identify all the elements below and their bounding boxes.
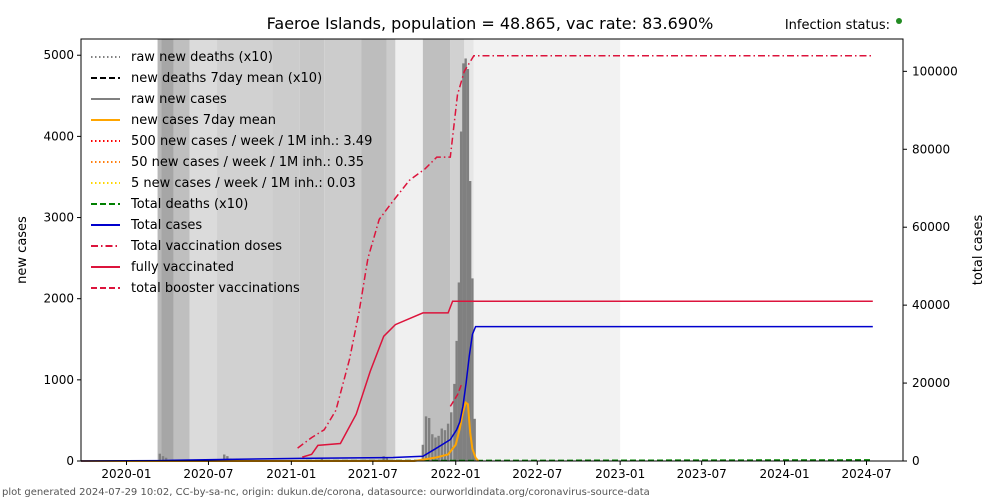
raw-new-cases-bar: [468, 181, 472, 461]
raw-new-cases-bar: [427, 417, 431, 461]
raw-new-cases-bar: [382, 456, 385, 461]
raw-new-cases-bar: [464, 58, 467, 461]
background-period: [422, 39, 451, 461]
legend: raw new deaths (x10) new deaths 7day mean…: [91, 50, 372, 296]
y-axis-right-label: total cases: [971, 215, 986, 286]
y-left-tick-label: 1000: [43, 373, 74, 387]
background-period: [324, 39, 362, 461]
y-right-tick-label: 80000: [912, 142, 950, 156]
y-left-tick-label: 2000: [43, 292, 74, 306]
raw-new-cases-bar: [158, 453, 162, 461]
y-right-tick-label: 60000: [912, 220, 950, 234]
x-tick-label: 2020-07: [183, 467, 233, 481]
background-period: [386, 39, 396, 461]
left-y-axis-ticks: 0 1000 2000 3000 4000 5000: [43, 48, 81, 468]
raw-new-cases-bar: [431, 434, 434, 461]
raw-new-cases-bar: [223, 454, 226, 461]
fully-vaccinated-line: [301, 300, 873, 458]
new-cases-7day-mean-line: [81, 400, 480, 462]
y-left-tick-label: 5000: [43, 48, 74, 62]
chart-title: Faeroe Islands, population = 48.865, vac…: [267, 14, 714, 33]
background-period: [161, 39, 174, 461]
raw-new-cases-bar: [164, 457, 168, 461]
x-tick-label: 2021-07: [348, 467, 398, 481]
background-period: [217, 39, 273, 461]
raw-new-cases-bar: [453, 383, 456, 461]
y-right-tick-label: 40000: [912, 298, 950, 312]
raw-new-cases-bar: [446, 423, 450, 461]
raw-new-cases-bar: [466, 69, 470, 462]
background-period: [189, 39, 218, 461]
x-tick-label: 2020-01: [101, 467, 151, 481]
legend-label: Total cases: [130, 218, 202, 233]
y-left-tick-label: 0: [66, 454, 74, 468]
background-periods: [157, 39, 621, 461]
raw-new-cases-bar: [455, 340, 458, 461]
x-tick-label: 2024-01: [759, 467, 809, 481]
raw-new-cases-bar: [437, 435, 440, 461]
raw-new-cases-bar: [320, 458, 324, 461]
background-period: [173, 39, 190, 461]
legend-label: raw new deaths (x10): [131, 50, 273, 65]
raw-new-cases-bar: [161, 456, 165, 461]
y-left-tick-label: 3000: [43, 211, 74, 225]
legend-label: Total deaths (x10): [130, 197, 248, 212]
raw-new-cases-bar: [443, 430, 447, 461]
background-period: [473, 39, 621, 461]
total-cases-line: [80, 325, 873, 462]
background-period: [272, 39, 300, 461]
right-y-axis-ticks: 0 20000 40000 60000 80000 100000: [903, 64, 958, 468]
background-period: [157, 39, 162, 461]
footer-credits: plot generated 2024-07-29 10:02, CC-by-s…: [2, 487, 650, 498]
raw-new-cases-bars: [158, 58, 476, 462]
x-tick-label: 2023-07: [677, 467, 727, 481]
raw-new-cases-bar: [421, 444, 425, 461]
total-booster-vaccinations-line: [449, 382, 463, 407]
y-right-tick-label: 0: [912, 454, 920, 468]
legend-label: raw new cases: [131, 92, 227, 107]
legend-label: Total vaccination doses: [130, 239, 282, 254]
background-period: [395, 39, 423, 461]
x-axis-ticks: 2020-01 2020-07 2021-01 2021-07 2022-01 2022-…: [101, 461, 892, 481]
raw-new-cases-bar: [226, 456, 229, 461]
x-tick-label: 2022-07: [512, 467, 562, 481]
background-period: [299, 39, 325, 461]
infection-status-dot: [896, 18, 902, 24]
total-vaccination-doses-line: [297, 55, 873, 449]
raw-new-cases-bar: [471, 278, 474, 461]
plot-frame: [80, 38, 904, 462]
raw-new-cases-bar: [450, 412, 453, 461]
legend-label: 50 new cases / week / 1M inh.: 0.35: [131, 155, 364, 170]
background-period: [361, 39, 387, 461]
legend-label: fully vaccinated: [131, 260, 234, 275]
raw-new-cases-bar: [424, 416, 428, 461]
legend-label: 5 new cases / week / 1M inh.: 0.03: [131, 176, 356, 191]
x-tick-label: 2021-01: [266, 467, 316, 481]
raw-new-cases-bar: [457, 282, 461, 461]
raw-new-cases-bar: [459, 131, 463, 461]
legend-label: new cases 7day mean: [131, 113, 276, 128]
y-axis-left-label: new cases: [15, 216, 30, 284]
raw-new-cases-bar: [462, 63, 465, 461]
y-right-tick-label: 20000: [912, 376, 950, 390]
legend-label: new deaths 7day mean (x10): [131, 71, 322, 86]
y-right-tick-label: 100000: [912, 64, 958, 78]
y-left-tick-label: 4000: [43, 129, 74, 143]
raw-new-cases-bar: [385, 457, 389, 461]
infection-status-label: Infection status:: [785, 18, 890, 33]
legend-label: 500 new cases / week / 1M inh.: 3.49: [131, 134, 372, 149]
legend-label: total booster vaccinations: [131, 281, 300, 296]
x-tick-label: 2024-07: [841, 467, 891, 481]
x-tick-label: 2023-01: [595, 467, 645, 481]
x-tick-label: 2022-01: [431, 467, 481, 481]
raw-new-cases-bar: [473, 418, 476, 461]
